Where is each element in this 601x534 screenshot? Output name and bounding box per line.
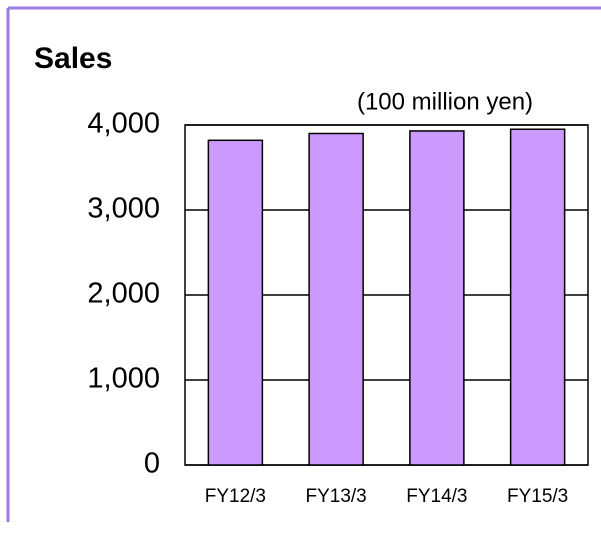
y-tick-label: 3,000: [87, 193, 160, 225]
y-tick-label: 2,000: [87, 278, 160, 310]
x-tick-label: FY12/3: [205, 486, 266, 507]
bar: [409, 130, 465, 466]
chart-title: Sales: [34, 42, 112, 75]
y-tick-label: 1,000: [87, 363, 160, 395]
x-tick-label: FY13/3: [305, 486, 366, 507]
y-tick-label: 0: [144, 448, 160, 480]
bar: [207, 139, 264, 466]
bar: [509, 128, 566, 466]
bar: [308, 132, 364, 466]
x-tick-label: FY14/3: [406, 486, 467, 507]
chart-subtitle: (100 million yen): [357, 88, 533, 115]
y-tick-label: 4,000: [87, 108, 160, 140]
x-tick-label: FY15/3: [507, 486, 568, 507]
